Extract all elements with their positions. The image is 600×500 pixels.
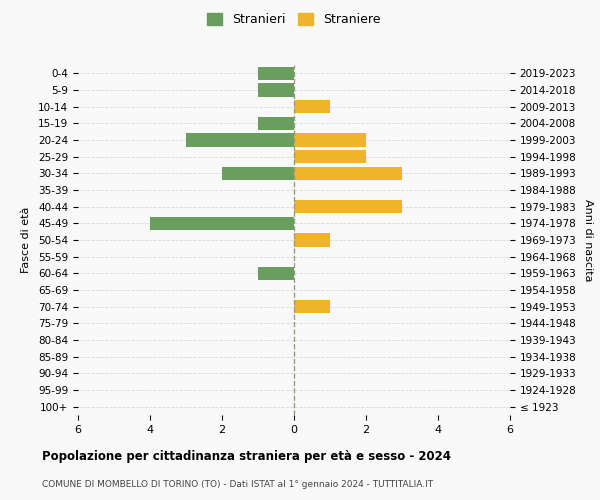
Y-axis label: Fasce di età: Fasce di età: [21, 207, 31, 273]
Bar: [294, 134, 366, 146]
Bar: [258, 116, 294, 130]
Text: Popolazione per cittadinanza straniera per età e sesso - 2024: Popolazione per cittadinanza straniera p…: [42, 450, 451, 463]
Bar: [294, 100, 330, 114]
Bar: [294, 166, 402, 180]
Y-axis label: Anni di nascita: Anni di nascita: [583, 198, 593, 281]
Bar: [186, 134, 294, 146]
Bar: [294, 234, 330, 246]
Bar: [294, 200, 402, 213]
Bar: [258, 66, 294, 80]
Bar: [294, 300, 330, 314]
Text: COMUNE DI MOMBELLO DI TORINO (TO) - Dati ISTAT al 1° gennaio 2024 - TUTTITALIA.I: COMUNE DI MOMBELLO DI TORINO (TO) - Dati…: [42, 480, 433, 489]
Bar: [258, 266, 294, 280]
Legend: Stranieri, Straniere: Stranieri, Straniere: [202, 8, 386, 31]
Bar: [294, 150, 366, 164]
Bar: [258, 84, 294, 96]
Bar: [222, 166, 294, 180]
Bar: [150, 216, 294, 230]
